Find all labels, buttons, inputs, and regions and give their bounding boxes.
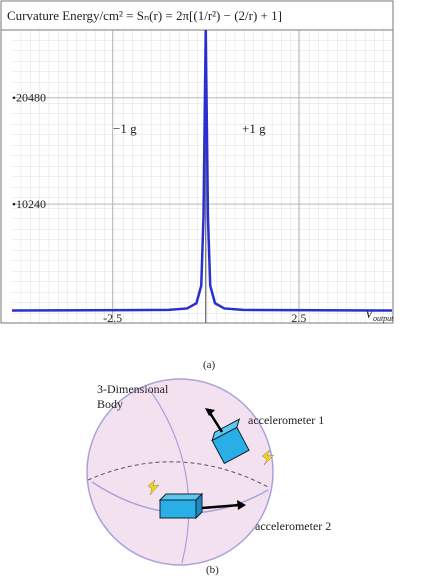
meridian [149, 389, 190, 564]
caption: (a) [203, 359, 216, 371]
arrow-head [237, 500, 246, 510]
accelerometer-1 [211, 418, 250, 465]
x-tick-label: -2.5 [103, 311, 122, 325]
chart-title: Curvature Energy/cm² = Sₙ(r) = 2π[(1/r²)… [7, 8, 282, 23]
annotation: +1 g [242, 121, 266, 136]
x-axis-label: Voutput [365, 306, 394, 323]
sensor-label: accelerometer 1 [248, 413, 324, 427]
y-tick-label: 10240 [16, 197, 46, 211]
sensor-side [195, 492, 203, 520]
diagram: 3-Dimensional Body accelerometer 1 accel… [86, 378, 331, 576]
body-label: Body [97, 397, 123, 411]
annotation: −1 g [113, 121, 137, 136]
y-tick-label: 20480 [16, 91, 46, 105]
sensor-top [211, 418, 241, 442]
tick-mark [12, 96, 16, 100]
sensor-box [159, 499, 197, 519]
signal-bolt [261, 449, 275, 466]
tick-mark [12, 202, 16, 206]
title-box [0, 0, 394, 31]
x-tick-label: 2.5 [291, 311, 306, 325]
body-label: 3-Dimensional [97, 382, 169, 396]
caption: (b) [206, 564, 219, 576]
arrow-head [205, 408, 215, 416]
arrow [208, 412, 224, 433]
sensor-top [158, 493, 204, 501]
sensor-label: accelerometer 2 [255, 519, 331, 533]
data-line [12, 30, 392, 312]
arrow [201, 503, 241, 510]
equator-back [87, 461, 271, 489]
signal-bolt [147, 479, 160, 496]
